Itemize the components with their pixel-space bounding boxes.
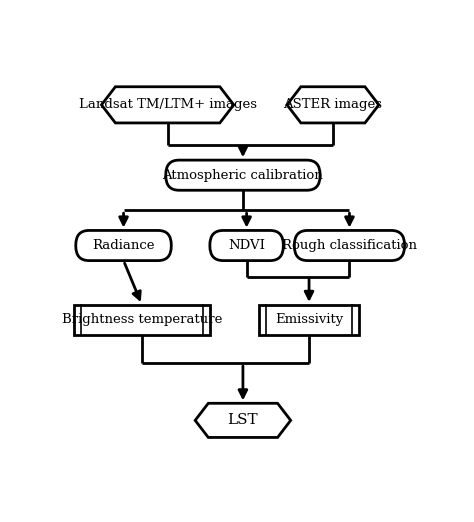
FancyBboxPatch shape [166, 160, 320, 190]
Text: Atmospheric calibration: Atmospheric calibration [163, 169, 323, 182]
FancyBboxPatch shape [294, 230, 405, 260]
Text: Radiance: Radiance [92, 239, 155, 252]
Text: Rough classification: Rough classification [282, 239, 417, 252]
Text: Brightness temperature: Brightness temperature [62, 313, 222, 326]
Polygon shape [101, 87, 234, 123]
Bar [259, 305, 359, 335]
Text: Landsat TM/LTM+ images: Landsat TM/LTM+ images [79, 98, 256, 111]
FancyBboxPatch shape [210, 230, 283, 260]
Polygon shape [287, 87, 379, 123]
Polygon shape [195, 404, 291, 437]
FancyBboxPatch shape [76, 230, 171, 260]
Text: LST: LST [228, 413, 258, 428]
Text: ASTER images: ASTER images [283, 98, 383, 111]
Bar [74, 305, 210, 335]
Text: Emissivity: Emissivity [275, 313, 343, 326]
Text: NDVI: NDVI [228, 239, 265, 252]
